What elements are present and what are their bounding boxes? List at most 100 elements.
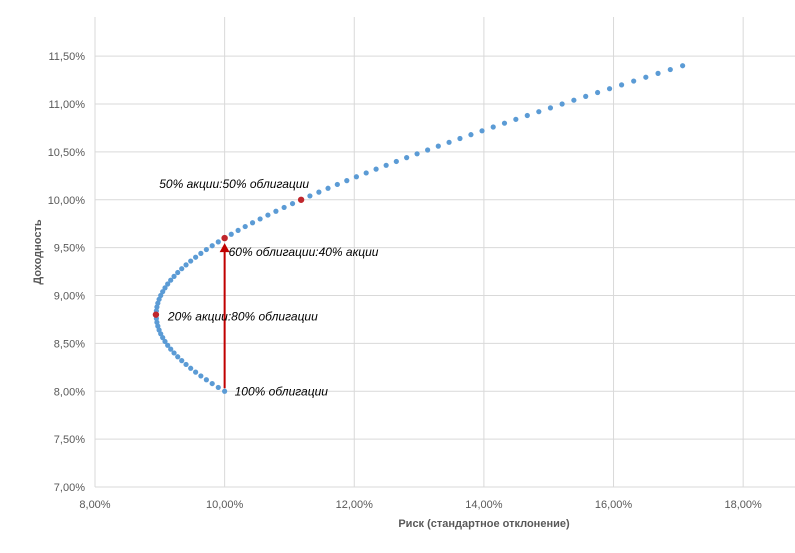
frontier-point bbox=[363, 170, 369, 176]
y-tick-label: 8,00% bbox=[54, 386, 85, 398]
frontier-point bbox=[524, 112, 530, 119]
frontier-point bbox=[344, 178, 350, 184]
frontier-point bbox=[606, 86, 613, 92]
y-axis-ticks: 7,00% 7,50% 8,00% 8,50% 9,00% 9,50% 10,00% 10,5… bbox=[48, 51, 86, 494]
frontier-point bbox=[257, 216, 263, 222]
frontier-point bbox=[179, 266, 185, 272]
x-axis-ticks: 8,00% 10,00% 12,00% 14,00% 16,00% 18,00% bbox=[79, 499, 762, 511]
frontier-point bbox=[249, 220, 256, 226]
frontier-point bbox=[183, 361, 189, 368]
highlight-point bbox=[152, 311, 160, 318]
frontier-point bbox=[501, 120, 508, 126]
frontier-point bbox=[490, 124, 496, 130]
frontier-point bbox=[193, 369, 199, 375]
frontier-point bbox=[571, 97, 577, 103]
frontier-point bbox=[168, 346, 174, 352]
frontier-point bbox=[235, 227, 241, 234]
frontier-point bbox=[215, 239, 221, 245]
frontier-point bbox=[209, 243, 215, 249]
frontier-point bbox=[536, 109, 542, 115]
frontier-point bbox=[281, 204, 287, 211]
annotation-label: 50% акции:50% облигации bbox=[159, 177, 309, 191]
frontier-point bbox=[162, 285, 168, 291]
frontier-point bbox=[316, 189, 322, 195]
y-tick-label: 7,00% bbox=[54, 482, 85, 494]
highlight-points bbox=[152, 196, 305, 318]
frontier-point bbox=[655, 70, 661, 76]
y-tick-label: 10,00% bbox=[48, 195, 86, 207]
frontier-point bbox=[228, 231, 234, 237]
frontier-point bbox=[215, 384, 221, 391]
annotation-label: 20% акции:80% облигации bbox=[167, 310, 318, 324]
x-tick-label: 14,00% bbox=[465, 499, 503, 511]
frontier-point bbox=[175, 354, 181, 360]
frontier-point bbox=[393, 158, 399, 165]
frontier-point bbox=[307, 193, 313, 199]
frontier-point bbox=[547, 105, 554, 111]
annotation-label: 60% облигации:40% акции bbox=[229, 245, 379, 259]
frontier-point bbox=[334, 181, 340, 188]
y-tick-label: 8,50% bbox=[54, 338, 85, 350]
frontier-point bbox=[618, 82, 625, 88]
frontier-point bbox=[171, 273, 177, 279]
frontier-point bbox=[265, 212, 271, 218]
frontier-point bbox=[435, 143, 441, 149]
frontier-point bbox=[383, 162, 389, 168]
frontier-point bbox=[160, 335, 166, 341]
frontier-point bbox=[643, 74, 649, 80]
frontier-point bbox=[171, 350, 177, 356]
frontier-point bbox=[209, 380, 215, 387]
x-tick-label: 12,00% bbox=[336, 499, 374, 511]
highlight-point bbox=[221, 234, 228, 242]
frontier-point bbox=[203, 377, 209, 383]
frontier-point bbox=[273, 208, 279, 214]
frontier-point bbox=[289, 200, 296, 207]
x-tick-label: 16,00% bbox=[595, 499, 633, 511]
frontier-point bbox=[680, 63, 686, 69]
annotations: 100% облигации 20% акции:80% облигации 60%… bbox=[159, 177, 379, 398]
frontier-point bbox=[160, 289, 166, 295]
y-tick-label: 10,50% bbox=[48, 147, 86, 159]
frontier-point bbox=[162, 338, 168, 345]
frontier-point bbox=[179, 358, 185, 364]
x-axis-title: Риск (стандартное отклонение) bbox=[398, 518, 570, 530]
annotation-label: 100% облигации bbox=[235, 384, 329, 398]
frontier-point bbox=[154, 319, 160, 325]
y-tick-label: 9,00% bbox=[54, 291, 85, 303]
frontier-point bbox=[242, 223, 248, 230]
frontier-point bbox=[158, 292, 164, 299]
frontier-point bbox=[446, 139, 452, 145]
frontier-point bbox=[188, 258, 194, 264]
x-tick-label: 8,00% bbox=[79, 499, 110, 511]
frontier-point bbox=[325, 185, 331, 191]
frontier-point bbox=[165, 281, 171, 287]
frontier-point bbox=[667, 66, 673, 73]
frontier-point bbox=[188, 365, 194, 371]
frontier-point bbox=[479, 128, 485, 134]
frontier-point bbox=[414, 151, 420, 157]
x-tick-label: 10,00% bbox=[206, 499, 244, 511]
frontier-point bbox=[373, 166, 379, 172]
frontier-point bbox=[198, 250, 204, 256]
frontier-point bbox=[583, 93, 589, 99]
y-tick-label: 7,50% bbox=[54, 434, 85, 446]
frontier-point bbox=[513, 116, 519, 122]
y-tick-label: 11,50% bbox=[49, 51, 86, 63]
frontier-point bbox=[559, 101, 565, 107]
y-tick-label: 9,50% bbox=[54, 243, 85, 255]
frontier-point bbox=[175, 269, 181, 276]
frontier-point bbox=[457, 135, 463, 142]
frontier-point bbox=[183, 262, 189, 268]
frontier-point bbox=[468, 132, 474, 138]
frontier-point bbox=[222, 388, 228, 394]
frontier-point bbox=[594, 89, 601, 96]
frontier-point bbox=[193, 254, 199, 260]
x-tick-label: 18,00% bbox=[724, 499, 762, 511]
highlight-point bbox=[297, 196, 305, 203]
frontier-point bbox=[353, 174, 360, 180]
y-axis-title: Доходность bbox=[32, 219, 44, 285]
frontier-point bbox=[198, 373, 204, 379]
y-tick-label: 11,00% bbox=[49, 99, 86, 111]
frontier-points bbox=[153, 63, 686, 394]
